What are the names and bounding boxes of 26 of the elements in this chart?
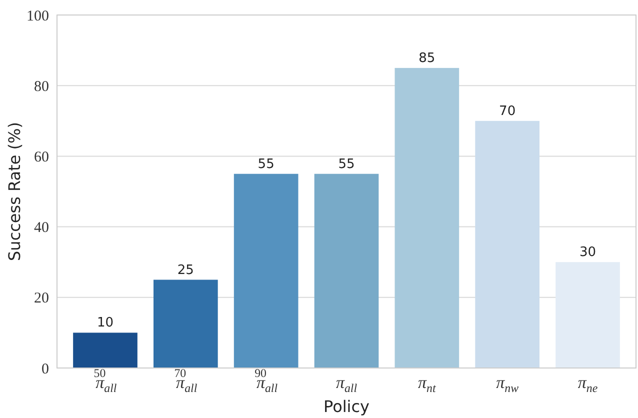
- y-tick-label: 80: [34, 78, 49, 95]
- data-label: 30: [579, 245, 596, 260]
- data-label: 55: [338, 156, 355, 172]
- bar: [394, 68, 460, 368]
- y-tick-label: 20: [34, 290, 49, 307]
- y-tick-label: 60: [34, 149, 49, 166]
- bar: [475, 120, 540, 368]
- x-tick-label: π$_{nw}$: [496, 373, 519, 395]
- y-axis-title: Success Rate (%): [5, 122, 24, 261]
- data-label: 85: [418, 50, 436, 66]
- bar: [234, 174, 298, 368]
- bar: [154, 280, 218, 368]
- x-tick-label: π$_{ne}$: [578, 373, 598, 395]
- data-label: 10: [96, 316, 114, 331]
- y-tick-label: 0: [42, 361, 49, 378]
- data-label: 55: [258, 156, 274, 172]
- x-axis-title: Policy: [323, 397, 370, 416]
- bar: [73, 332, 138, 368]
- x-tick-label: π$_{nt}$: [418, 373, 437, 395]
- y-tick-label: 40: [34, 220, 49, 236]
- bar: [314, 174, 379, 368]
- data-label: 70: [499, 104, 516, 119]
- data-label: 25: [177, 262, 194, 278]
- bar: [556, 262, 620, 368]
- x-tick-label: π$_{all}$: [336, 373, 358, 395]
- y-tick-label: 100: [26, 8, 49, 24]
